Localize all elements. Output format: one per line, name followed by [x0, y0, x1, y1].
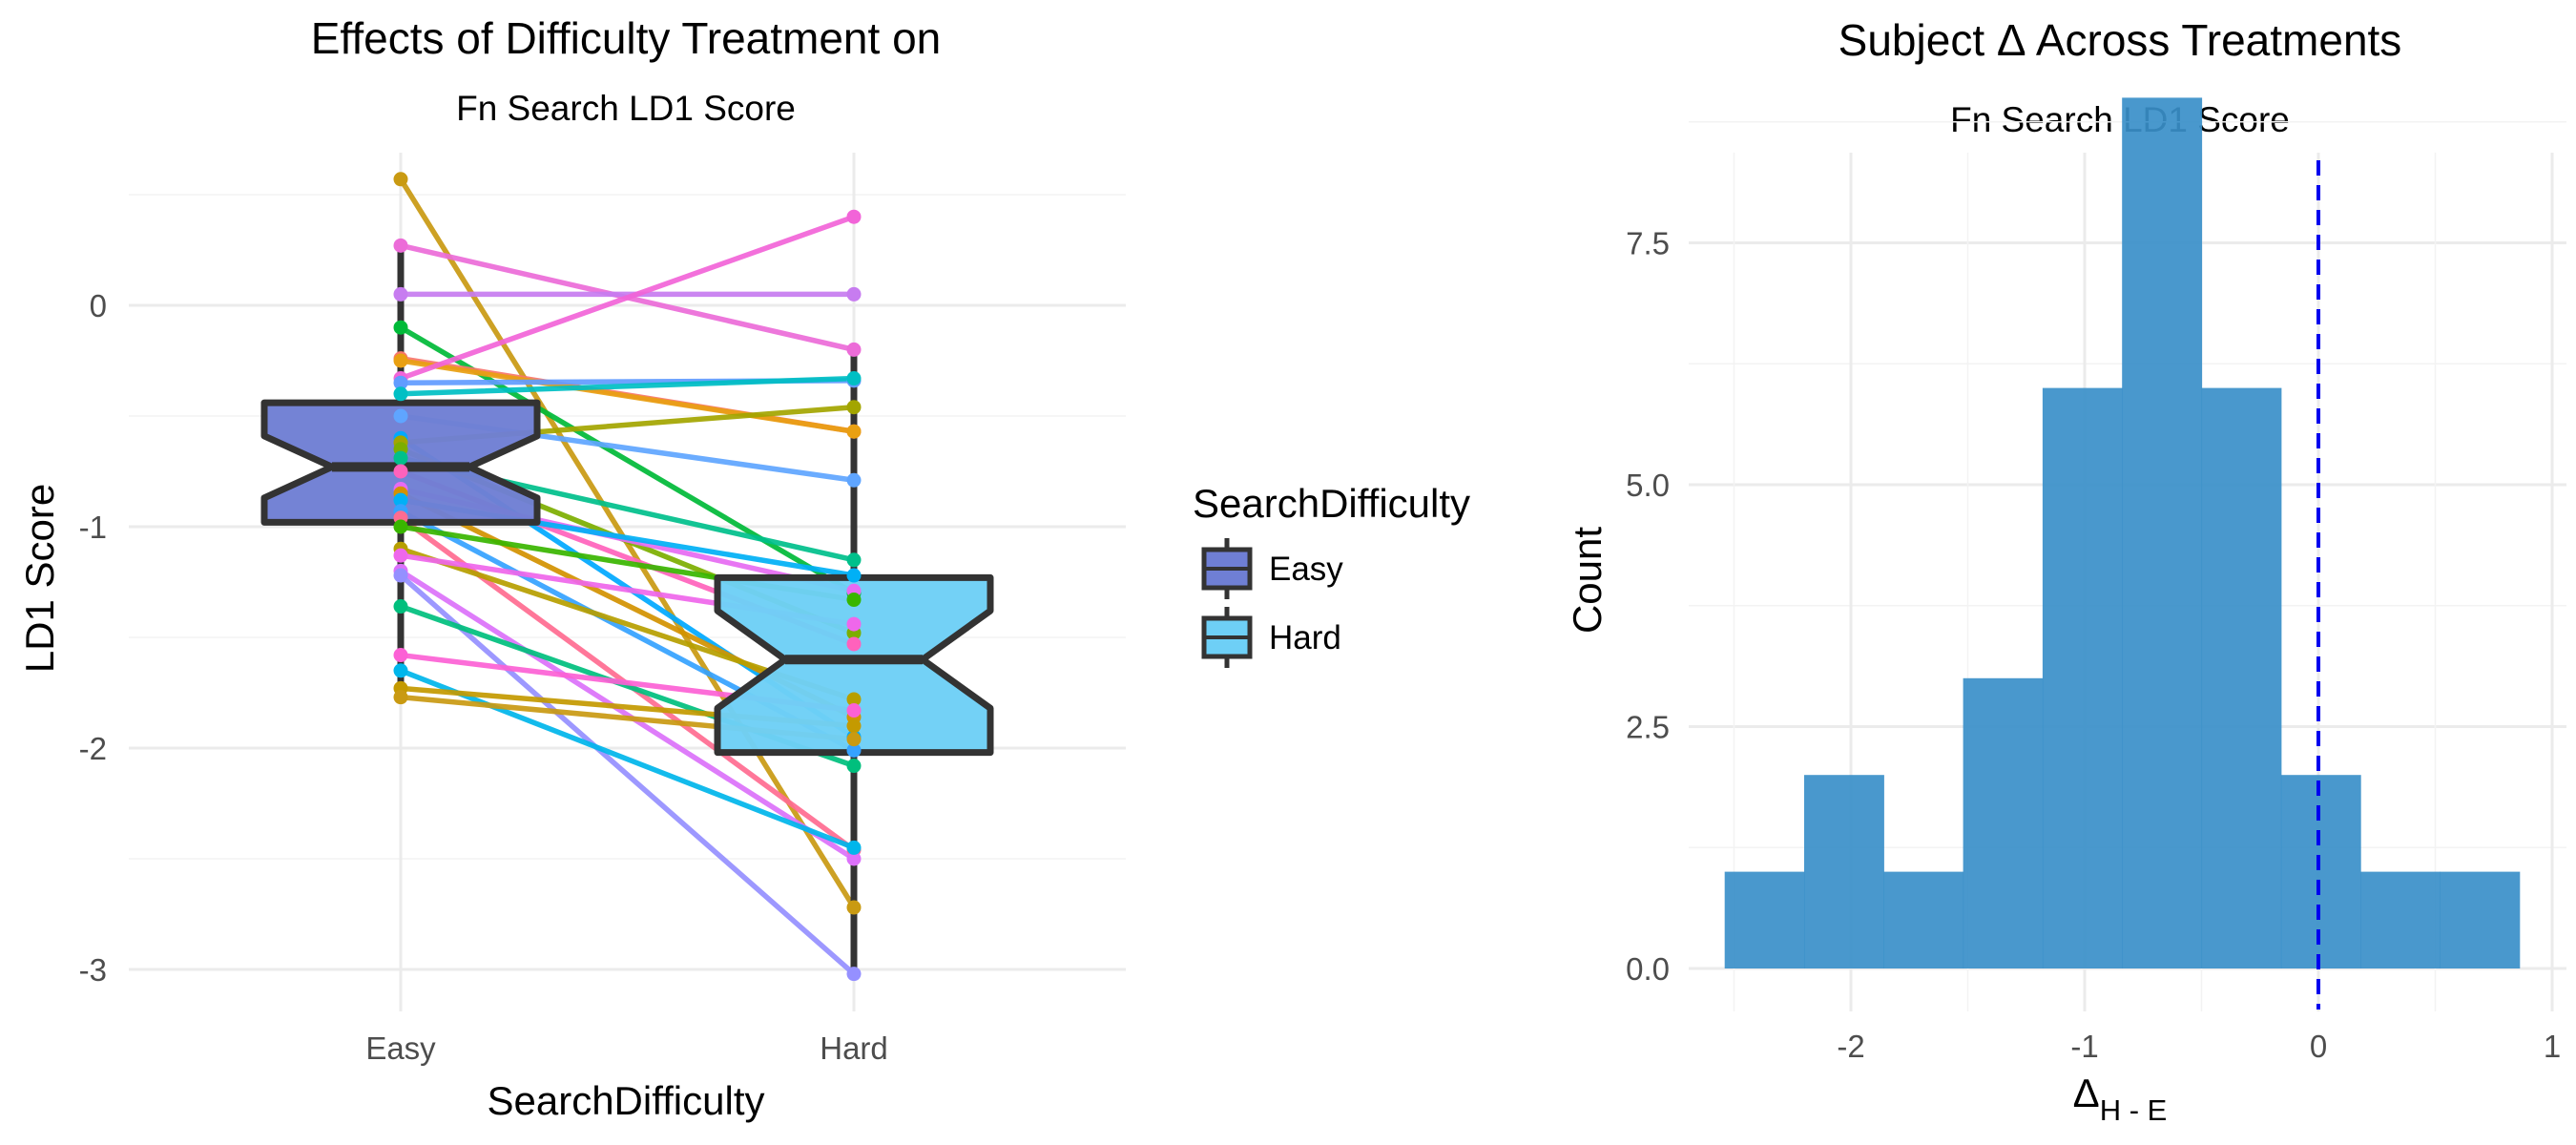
subject-point-hard — [846, 900, 862, 915]
subject-point-hard — [846, 692, 862, 707]
histogram-bar — [2440, 871, 2521, 968]
subject-point-easy — [393, 492, 408, 508]
subject-point-easy — [393, 408, 408, 424]
y-tick-label: -2 — [79, 731, 107, 766]
subject-point-hard — [846, 718, 862, 734]
y-tick-label: 0.0 — [1626, 951, 1670, 987]
x-axis-delta-subscript: H - E — [2100, 1093, 2168, 1127]
subject-point-hard — [846, 286, 862, 302]
histogram-bar — [1963, 677, 2044, 968]
subject-point-hard — [846, 840, 862, 855]
legend-title: SearchDifficulty — [1193, 481, 1470, 526]
legend: SearchDifficulty Easy Hard — [1193, 481, 1470, 668]
histogram-bar — [1724, 871, 1805, 968]
subject-line — [398, 375, 857, 397]
subject-line — [398, 572, 857, 977]
y-tick-label: 2.5 — [1626, 710, 1670, 745]
x-tick-label: Hard — [820, 1030, 888, 1066]
x-tick-label: Easy — [365, 1030, 436, 1066]
subject-point-easy — [393, 548, 408, 563]
subject-point-hard — [846, 759, 862, 774]
y-tick-label: 5.0 — [1626, 468, 1670, 503]
y-tick-label: -1 — [79, 510, 107, 545]
histogram-bar — [2201, 387, 2282, 969]
subject-point-easy — [393, 353, 408, 368]
histogram-bar — [2280, 775, 2361, 968]
subject-point-easy — [393, 568, 408, 583]
subject-point-hard — [846, 616, 862, 632]
left-x-tick-labels: Easy Hard — [365, 1030, 887, 1066]
left-x-axis-title: SearchDifficulty — [487, 1078, 764, 1123]
x-tick-label: -2 — [1837, 1029, 1864, 1064]
subject-point-easy — [393, 663, 408, 678]
box-body — [714, 573, 994, 757]
y-tick-label: -3 — [79, 952, 107, 988]
subject-point-hard — [846, 967, 862, 982]
subject-point-hard — [846, 342, 862, 357]
left-y-tick-labels: 0 -1 -2 -3 — [79, 288, 107, 988]
subject-point-hard — [846, 703, 862, 718]
subject-point-easy — [393, 450, 408, 466]
subject-line — [398, 668, 857, 851]
histogram-bars — [1724, 97, 2521, 969]
subject-point-hard — [846, 400, 862, 415]
y-tick-label: 0 — [90, 288, 107, 323]
right-panel: Subject Δ Across Treatments Fn Search LD… — [1565, 15, 2566, 1127]
left-chart-title: Effects of Difficulty Treatment on — [311, 13, 942, 63]
histogram-bar — [2122, 97, 2203, 968]
histogram-bar — [2360, 871, 2441, 968]
subject-point-easy — [393, 375, 408, 390]
right-x-tick-labels: -2 -1 0 1 — [1837, 1029, 2561, 1064]
subject-point-hard — [846, 472, 862, 488]
subject-point-hard — [846, 732, 862, 747]
left-chart-subtitle: Fn Search LD1 Score — [456, 89, 796, 128]
y-tick-label: 7.5 — [1626, 226, 1670, 261]
right-chart-subtitle: Fn Search LD1 Score — [1950, 100, 2290, 139]
histogram-bar — [1804, 775, 1884, 968]
right-chart-title: Subject Δ Across Treatments — [1839, 15, 2402, 65]
subject-point-easy — [393, 599, 408, 614]
x-tick-label: 0 — [2310, 1029, 2327, 1064]
subject-line — [398, 214, 857, 382]
x-axis-delta-symbol: Δ — [2073, 1071, 2100, 1115]
right-x-axis-title: ΔH - E — [2073, 1071, 2168, 1127]
subject-point-hard — [846, 371, 862, 386]
legend-label: Easy — [1269, 551, 1343, 588]
right-y-axis-title: Count — [1565, 527, 1610, 634]
subject-point-easy — [393, 690, 408, 705]
subject-point-easy — [393, 320, 408, 335]
subject-point-easy — [393, 648, 408, 663]
subject-line — [398, 568, 857, 862]
right-y-tick-labels: 0.0 2.5 5.0 7.5 — [1626, 226, 1670, 988]
boxplots — [260, 245, 994, 974]
left-y-axis-title: LD1 Score — [17, 484, 62, 673]
legend-item-easy: Easy — [1201, 538, 1343, 599]
subject-point-easy — [393, 238, 408, 253]
subject-line — [398, 358, 857, 434]
subject-point-easy — [393, 286, 408, 302]
subject-point-hard — [846, 568, 862, 583]
left-panel: Effects of Difficulty Treatment on Fn Se… — [17, 13, 1126, 1123]
subject-point-easy — [393, 519, 408, 534]
x-tick-label: -1 — [2070, 1029, 2098, 1064]
histogram-bar — [2042, 387, 2123, 969]
legend-item-hard: Hard — [1201, 607, 1341, 668]
legend-label: Hard — [1269, 619, 1341, 656]
subject-point-hard — [846, 593, 862, 608]
subject-point-easy — [393, 464, 408, 479]
histogram-bar — [1883, 871, 1964, 968]
subject-point-easy — [393, 172, 408, 187]
x-tick-label: 1 — [2544, 1029, 2561, 1064]
subject-point-hard — [846, 209, 862, 224]
subject-point-easy — [393, 386, 408, 402]
subject-points — [393, 172, 862, 982]
subject-point-hard — [846, 424, 862, 439]
subject-point-hard — [846, 552, 862, 568]
subject-point-hard — [846, 636, 862, 652]
subject-point-hard — [846, 851, 862, 866]
subject-point-hard — [846, 742, 862, 758]
